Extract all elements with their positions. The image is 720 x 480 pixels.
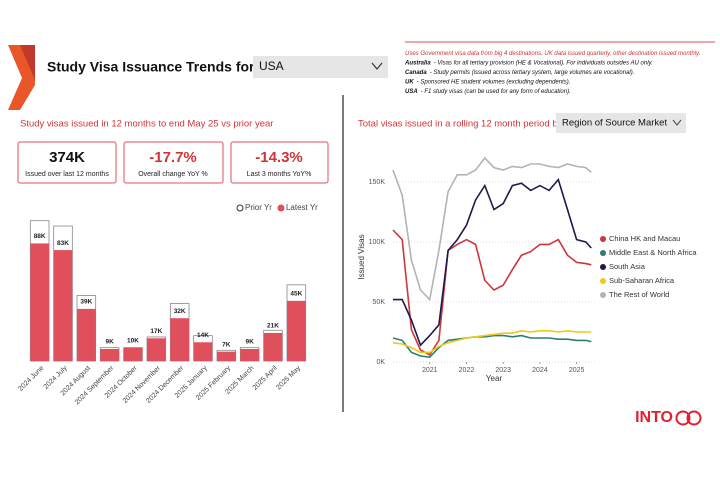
y-tick-label: 100K xyxy=(369,239,386,246)
x-tick-label: 2022 xyxy=(459,367,475,374)
dropdown-value[interactable]: Region of Source Market xyxy=(562,118,667,129)
legend-marker xyxy=(277,204,285,212)
x-tick-label: 2021 xyxy=(422,367,438,374)
legend-marker xyxy=(600,250,606,256)
legend-marker xyxy=(236,204,244,212)
legend-label: Sub-Saharan Africa xyxy=(609,276,675,285)
logo-icon xyxy=(675,410,691,426)
data-label: 45K xyxy=(290,291,302,298)
bar xyxy=(147,338,166,361)
bar xyxy=(287,300,306,361)
dropdown-arrow xyxy=(371,62,383,70)
data-label: 10K xyxy=(127,337,139,344)
bar xyxy=(170,318,189,361)
notes: Uses Government visa data from big 4 des… xyxy=(404,51,700,95)
x-tick-label: 2024 June xyxy=(17,365,45,393)
kpi-label: Overall change YoY % xyxy=(138,171,208,178)
bar xyxy=(53,250,73,361)
legend-marker xyxy=(600,278,606,284)
line xyxy=(392,334,592,359)
bar xyxy=(123,347,143,361)
x-tick-label: 2025 April xyxy=(252,364,279,391)
logo-shape xyxy=(20,45,35,80)
bar xyxy=(240,348,259,361)
note: USA - F1 study visas (can be used for any… xyxy=(405,89,571,95)
bar xyxy=(30,243,49,361)
data-label: 17K xyxy=(150,328,162,335)
data-label: 88K xyxy=(34,233,46,240)
legend-marker xyxy=(600,236,606,242)
note: Canada - Study permits (issued across ter… xyxy=(405,70,634,76)
legend-label: Middle East & North Africa xyxy=(609,248,697,257)
note-label: USA xyxy=(405,89,418,95)
y-axis-label: Issued Visas xyxy=(357,234,366,279)
legend-label: China HK and Macau xyxy=(609,234,680,243)
data-label: 21K xyxy=(267,323,279,330)
data-label: 14K xyxy=(197,332,209,339)
data-label: 83K xyxy=(57,240,69,247)
y-tick-label: 0K xyxy=(376,359,385,366)
line xyxy=(393,177,592,347)
note: Uses Government visa data from big 4 des… xyxy=(405,51,700,57)
data-label: 32K xyxy=(174,308,186,315)
note-text: - Visas for all tertiary provision (HE &… xyxy=(434,60,653,66)
subtitle: Total visas issued in a rolling 12 month… xyxy=(358,119,563,130)
legend-marker xyxy=(600,264,606,270)
note-label: Canada xyxy=(405,70,427,76)
kpi-label: Last 3 months YoY% xyxy=(247,171,312,178)
dropdown[interactable] xyxy=(556,113,686,133)
note-label: Australia xyxy=(404,60,431,66)
dropdown-value[interactable]: USA xyxy=(259,59,284,73)
x-tick-label: 2023 xyxy=(495,367,511,374)
subtitle: Study visas issued in 12 months to end M… xyxy=(20,119,273,130)
note-text: - F1 study visas (can be used for any fo… xyxy=(421,89,571,95)
legend-label: Latest Yr xyxy=(286,203,318,212)
title: Study Visa Issuance Trends for xyxy=(47,59,255,75)
kpi-label: Issued over last 12 months xyxy=(25,171,109,178)
note-label: UK xyxy=(405,79,414,85)
bar xyxy=(77,308,96,361)
note: Australia - Visas for all tertiary provis… xyxy=(404,60,653,66)
note-text: - Sponsored HE student volumes (excludin… xyxy=(417,79,571,85)
bar xyxy=(193,342,213,361)
bar xyxy=(263,332,283,361)
kpi-card xyxy=(230,141,329,184)
kpi-card xyxy=(123,141,224,184)
note-text: Uses Government visa data from big 4 des… xyxy=(405,51,700,57)
kpi-card xyxy=(17,141,117,184)
x-tick-label: 2025 May xyxy=(275,364,302,391)
legend-marker xyxy=(600,292,606,298)
x-tick-label: 2024 xyxy=(532,367,548,374)
y-tick-label: 150K xyxy=(369,179,386,186)
x-tick-label: 2025 xyxy=(569,367,585,374)
legend-label: South Asia xyxy=(609,262,646,271)
data-label: 39K xyxy=(80,299,92,306)
note-text: - Study permits (issued across tertiary … xyxy=(430,70,635,76)
logo-text: INTO xyxy=(635,409,673,426)
legend-label: The Rest of World xyxy=(609,290,669,299)
bar xyxy=(100,348,119,361)
bar xyxy=(217,351,236,361)
kpi-value: -14.3% xyxy=(255,149,303,166)
kpi-value: 374K xyxy=(49,149,85,166)
line xyxy=(392,156,592,302)
x-axis-label: Year xyxy=(486,374,503,383)
dropdown-arrow xyxy=(672,119,682,126)
logo-icon xyxy=(686,410,702,426)
data-label: 9K xyxy=(246,339,255,346)
data-label: 7K xyxy=(222,341,231,348)
line xyxy=(392,329,592,354)
kpi-value: -17.7% xyxy=(149,149,197,166)
line xyxy=(392,229,592,356)
legend-label: Prior Yr xyxy=(245,203,272,212)
data-label: 9K xyxy=(106,339,115,346)
note: UK - Sponsored HE student volumes (exclud… xyxy=(405,79,570,85)
y-tick-label: 50K xyxy=(373,299,386,306)
dropdown[interactable] xyxy=(253,56,388,78)
